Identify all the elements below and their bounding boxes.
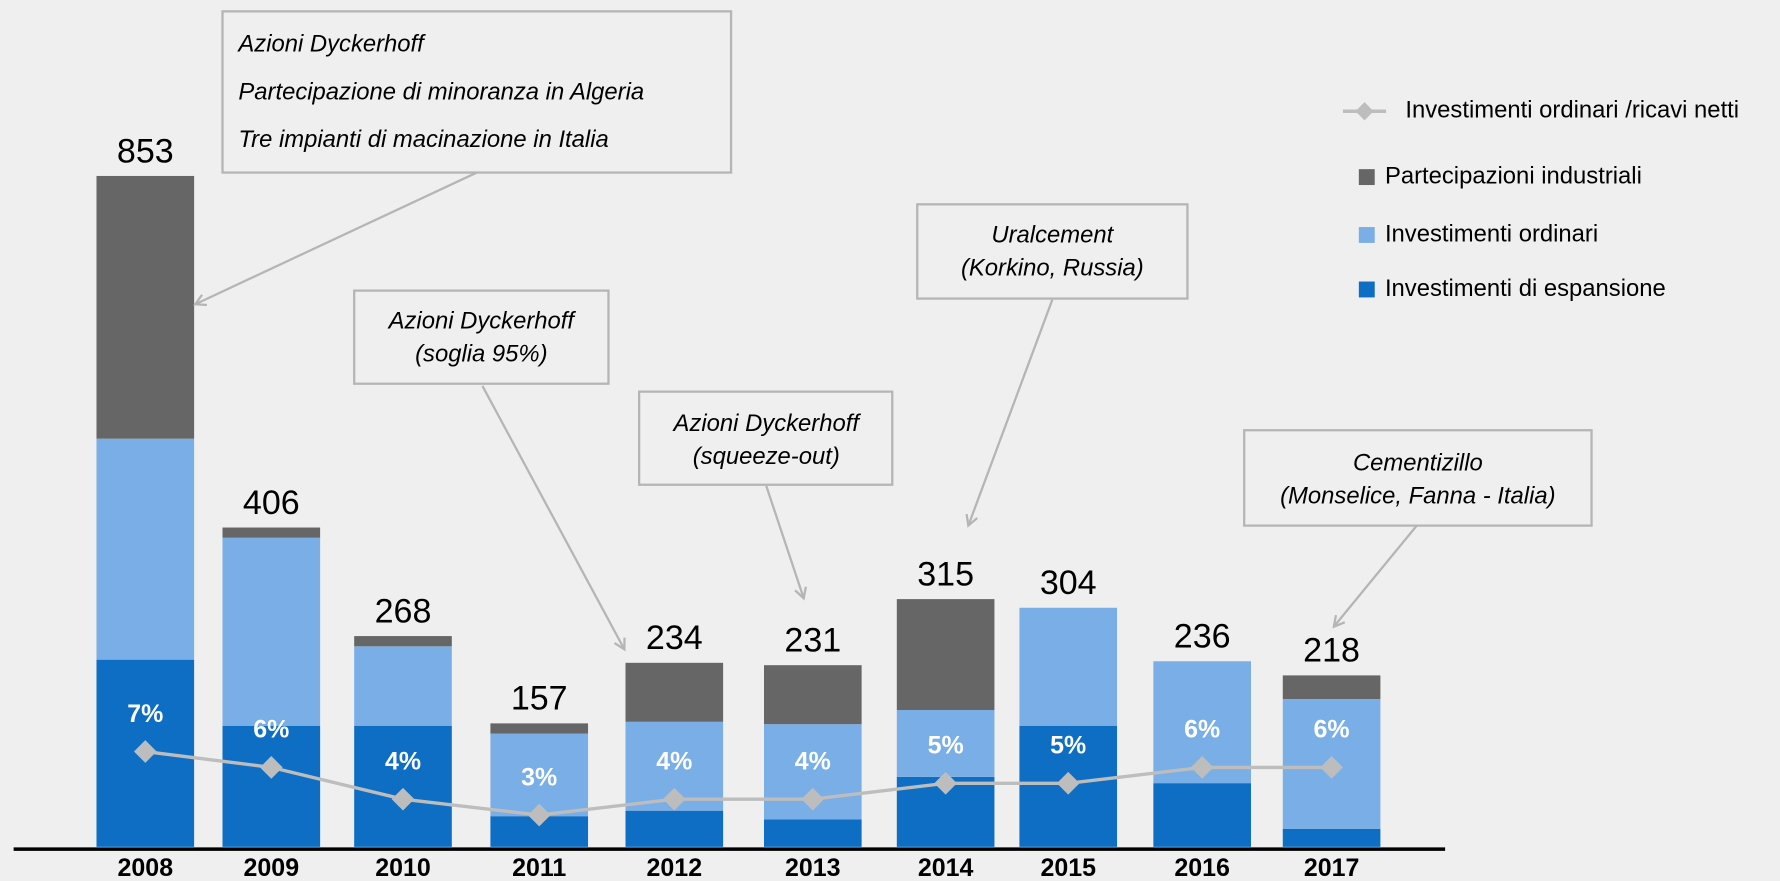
bar-segment [1153,783,1251,847]
line [145,749,1332,817]
bar-segment [354,646,452,726]
annotation-arrow [481,385,624,649]
x-tick-label: 2014 [918,854,974,881]
bar-segment [354,725,452,847]
bar-segment [490,723,589,734]
data-label: 6% [1314,716,1350,744]
annotation-box [916,203,1189,300]
bar-segment [896,599,995,711]
x-tick-label: 2009 [244,854,300,881]
legend-label: Investimenti ordinari /ricavi netti [1405,97,1739,124]
annotation-box [1243,429,1593,527]
total-label: 853 [117,132,174,170]
total-label: 234 [646,619,703,657]
line-marker [934,771,957,795]
data-label: 5% [928,732,964,760]
annotation-box [221,10,733,174]
line-marker [259,756,283,779]
bar-segment [222,725,321,847]
annotation-box [353,289,610,385]
line-marker [662,787,686,811]
line-marker [1320,756,1343,779]
total-label: 231 [784,621,841,659]
annotation-box [637,390,894,486]
annotation-text: (soglia 95%) [415,341,547,368]
data-label: 4% [385,747,421,775]
annotation-text: Azioni Dyckerhoff [236,31,426,58]
data-label: 6% [1184,716,1220,744]
x-tick-label: 2011 [512,854,566,881]
line-marker [133,740,157,763]
data-label: 4% [656,747,692,775]
bar-segment [222,527,321,538]
bar-segment [896,710,995,777]
data-label: 5% [1050,732,1086,760]
total-label: 315 [917,555,974,593]
bar-segment [96,438,195,660]
bar-segment [1019,607,1118,726]
total-label: 236 [1174,618,1231,656]
data-label: 3% [521,763,557,791]
legend-swatch [1358,169,1375,186]
bar-segment [490,733,589,817]
annotation-arrow [765,485,803,598]
x-tick-label: 2012 [647,854,703,881]
bar-segment [222,537,321,726]
bar-segment [1282,675,1381,699]
x-tick-label: 2015 [1040,854,1096,881]
line-marker [1056,771,1080,795]
x-tick-label: 2010 [375,854,431,881]
line-marker [1190,756,1214,779]
bar-segment [625,810,724,847]
annotation-text: (Korkino, Russia) [961,254,1144,281]
annotation-text: Azioni Dyckerhoff [672,410,862,437]
legend-marker [1355,102,1374,121]
annotation-text: (squeeze-out) [693,443,840,470]
x-tick-label: 2008 [118,854,174,881]
total-label: 304 [1040,564,1097,602]
bar-segment [1282,828,1381,847]
bar-segment [96,175,195,439]
x-tick-label: 2013 [785,854,841,881]
line-marker [527,803,551,827]
total-label: 218 [1303,632,1360,670]
annotation-arrow [968,299,1054,526]
legend-swatch [1358,281,1375,298]
annotation-arrow [195,171,478,305]
legend-swatch [1358,227,1375,243]
total-label: 406 [243,484,300,522]
bar-segment [354,636,452,647]
annotation-text: Azioni Dyckerhoff [387,308,577,335]
total-label: 157 [511,680,568,718]
annotation-text: Uralcement [991,221,1114,248]
legend-label: Partecipazioni industriali [1385,162,1642,189]
bar-segment [763,819,862,847]
annotation-arrow [1334,524,1418,627]
x-tick-label: 2017 [1304,854,1360,881]
total-label: 268 [375,592,432,630]
annotation-text: Partecipazione di minoranza in Algeria [238,78,644,105]
bar-segment [625,662,724,722]
annotation-text: Tre impianti di macinazione in Italia [238,126,608,153]
annotation-text: Cementizillo [1353,450,1483,477]
plot: 853 2008 406 2009 268 2010 157 2011 234 2012 231 20… [13,10,1739,881]
legend-label: Investimenti di espansione [1385,275,1666,302]
data-label: 6% [253,716,289,744]
data-label: 4% [795,747,831,775]
annotation-text: (Monselice, Fanna - Italia) [1280,483,1555,510]
bar-segment [763,665,862,725]
x-tick-label: 2016 [1174,854,1230,881]
legend-label: Investimenti ordinari [1385,220,1598,247]
line-marker [801,787,825,811]
data-label: 7% [127,700,163,728]
